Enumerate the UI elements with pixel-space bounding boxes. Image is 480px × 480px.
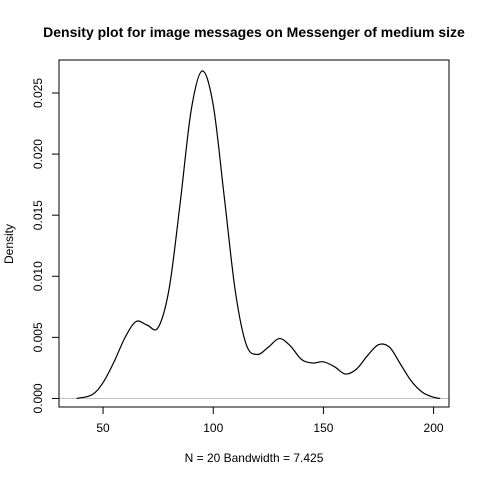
- y-tick-label: 0.000: [31, 383, 45, 413]
- y-tick-label: 0.005: [31, 322, 45, 352]
- chart-title: Density plot for image messages on Messe…: [43, 24, 465, 40]
- y-axis: 0.000 0.005 0.010 0.015 0.020 0.025: [31, 78, 60, 413]
- y-axis-label: Density: [2, 224, 16, 264]
- x-tick-label: 50: [96, 421, 110, 435]
- plot-area: [58, 59, 450, 408]
- y-tick-label: 0.010: [31, 261, 45, 291]
- y-tick-label: 0.020: [31, 139, 45, 169]
- y-tick-label: 0.025: [31, 78, 45, 108]
- x-tick-label: 200: [424, 421, 444, 435]
- x-axis: 50 100 150 200: [96, 406, 444, 435]
- density-curve: [76, 70, 441, 400]
- x-tick-label: 150: [313, 421, 333, 435]
- x-axis-label: N = 20 Bandwidth = 7.425: [185, 451, 324, 465]
- y-tick-label: 0.015: [31, 200, 45, 230]
- x-tick-label: 100: [203, 421, 223, 435]
